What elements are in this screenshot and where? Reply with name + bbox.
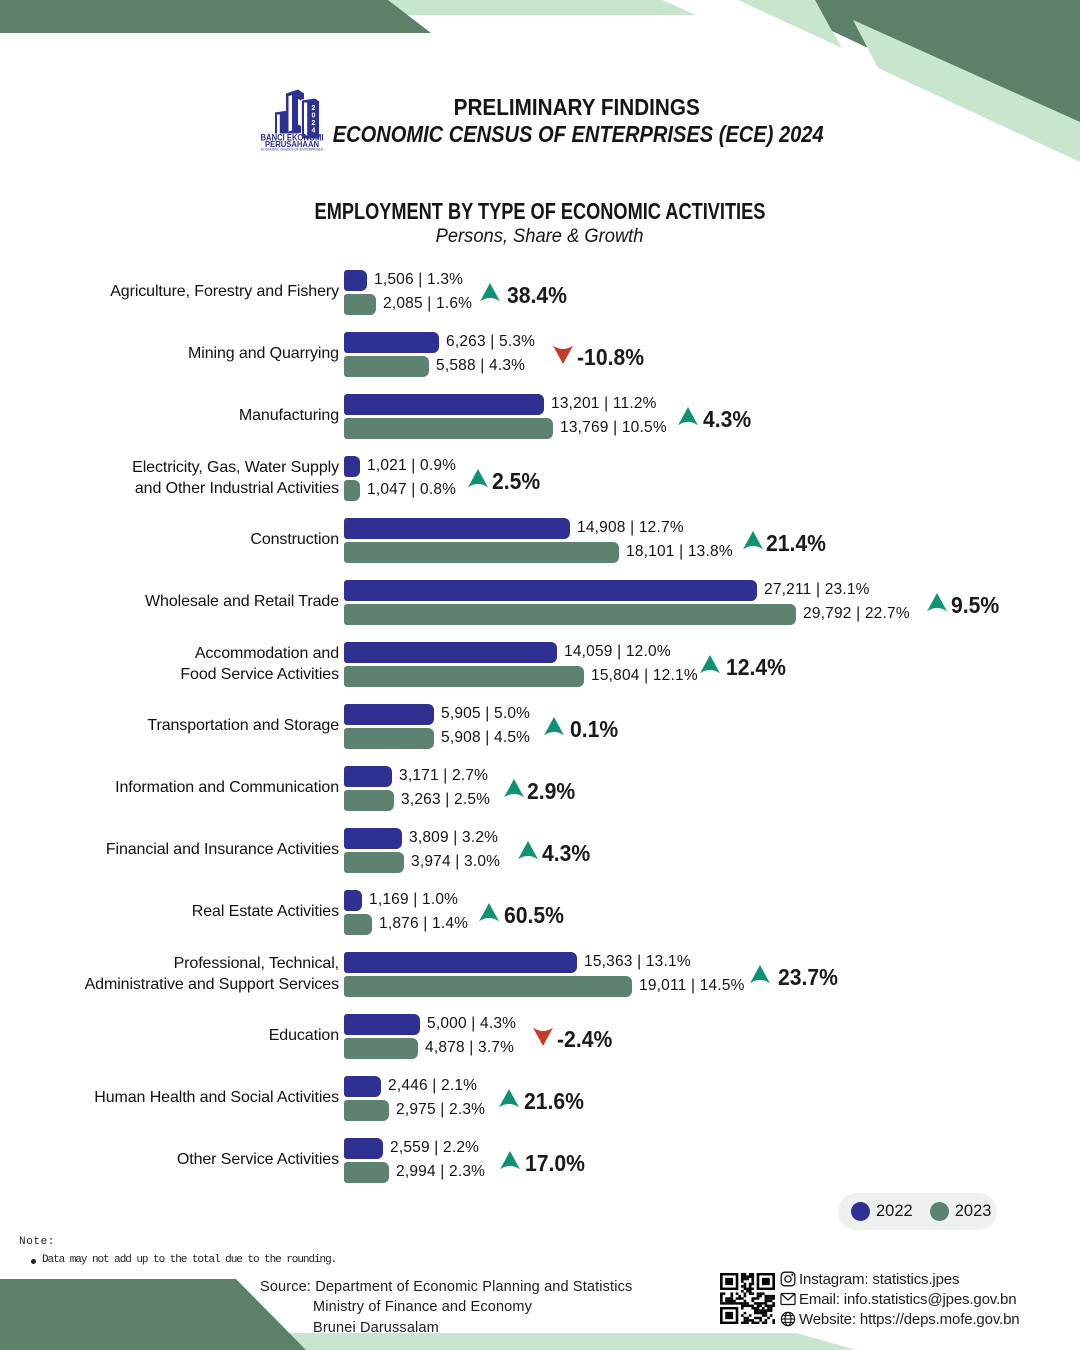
svg-text:4: 4 <box>311 128 315 135</box>
svg-text:2: 2 <box>311 105 315 112</box>
svg-text:ECONOMIC CENSUS OF ENTERPRISES: ECONOMIC CENSUS OF ENTERPRISES <box>261 148 324 152</box>
svg-text:PERUSAHAAN: PERUSAHAAN <box>265 139 319 149</box>
svg-text:0: 0 <box>311 113 315 120</box>
svg-text:2: 2 <box>311 120 315 127</box>
svg-text:BANCI EKONOMI: BANCI EKONOMI <box>261 133 324 144</box>
